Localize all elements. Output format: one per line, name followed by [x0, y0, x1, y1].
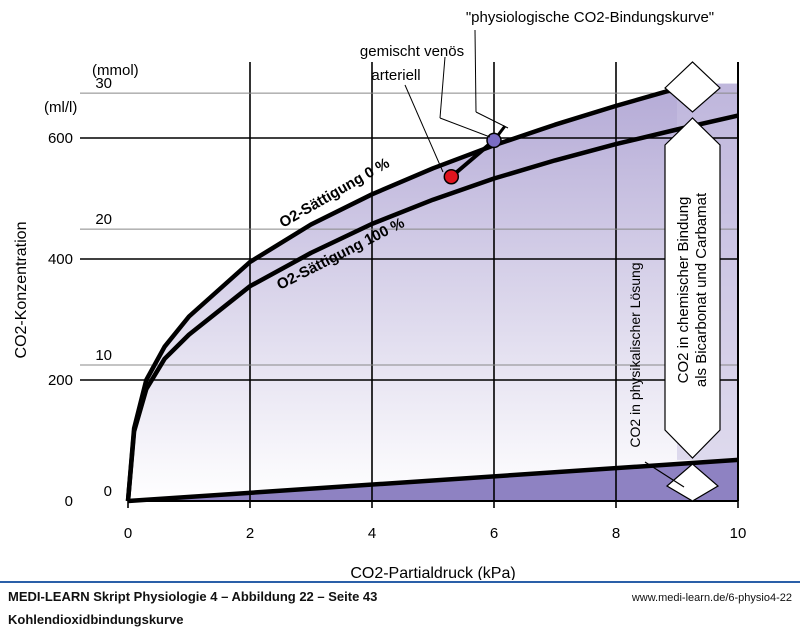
x-axis-label: CO2-Partialdruck (kPa)	[350, 565, 515, 580]
y-tick-label-mmol-10: 10	[95, 347, 112, 364]
x-tick-label-10: 10	[730, 525, 747, 542]
chemical-binding-box	[664, 117, 721, 459]
arteriovenous-line	[450, 138, 496, 179]
footer-subtitle: Kohlendioxidbindungskurve	[8, 612, 184, 627]
footer-rule	[0, 581, 800, 583]
physiologic-leader-a	[474, 29, 477, 113]
physical-pointer	[644, 461, 685, 488]
y-tick-label-mmol-0: 0	[104, 483, 112, 500]
y-tick-label-mmol-30: 30	[95, 75, 112, 92]
physiologic-leader-b	[475, 111, 509, 129]
x-tick-label-4: 4	[368, 525, 376, 542]
x-tick-label-2: 2	[246, 525, 254, 542]
y-tick-label-mll-400: 400	[48, 251, 73, 268]
y-tick-label-mmol-20: 20	[95, 211, 112, 228]
unit-mmol: (mmol)	[92, 62, 139, 79]
series-line-o2-0	[125, 81, 696, 502]
label-chemische-bindung-2: als Bicarbonat und Carbamat	[693, 192, 710, 387]
series-line-o2-100	[125, 113, 739, 502]
label-physikalische-loesung: CO2 in physikalischer Lösung	[627, 262, 643, 447]
y-axis-label: CO2-Konzentration	[13, 222, 30, 359]
lower-diamond	[665, 463, 720, 502]
x-tick-label-8: 8	[612, 525, 620, 542]
venoes-leader-b	[439, 117, 491, 138]
upper-diamond	[664, 61, 721, 113]
annotation-arteriell: arteriell	[371, 67, 420, 84]
x-tick-label-6: 6	[490, 525, 498, 542]
y-tick-label-mll-0: 0	[65, 493, 73, 510]
y-tick-label-mll-600: 600	[48, 130, 73, 147]
unit-mll: (ml/l)	[44, 99, 77, 116]
label-chemische-bindung-1: CO2 in chemischer Bindung	[675, 197, 692, 384]
footer-url: www.medi-learn.de/6-physio4-22	[631, 592, 792, 604]
series-line-physical	[127, 457, 739, 504]
arteriell-leader	[404, 84, 444, 173]
annotation-physiologic-curve: "physiologische CO2-Bindungskurve"	[466, 9, 714, 26]
point-gemischt-venoes	[486, 132, 502, 149]
annotation-gemischt-venoes: gemischt venös	[360, 43, 464, 60]
footer-title: MEDI-LEARN Skript Physiologie 4 – Abbild…	[8, 589, 378, 604]
chemical-binding-area	[128, 83, 738, 501]
point-arteriell	[443, 168, 460, 185]
x-tick-label-0: 0	[124, 525, 132, 542]
venoes-leader-a	[439, 56, 446, 119]
y-tick-label-mll-200: 200	[48, 372, 73, 389]
co2-binding-chart: 0 2 4 6 8 10 0 200 400 600 0 10 20 30(mmol) (ml/l) CO2…	[13, 9, 747, 580]
